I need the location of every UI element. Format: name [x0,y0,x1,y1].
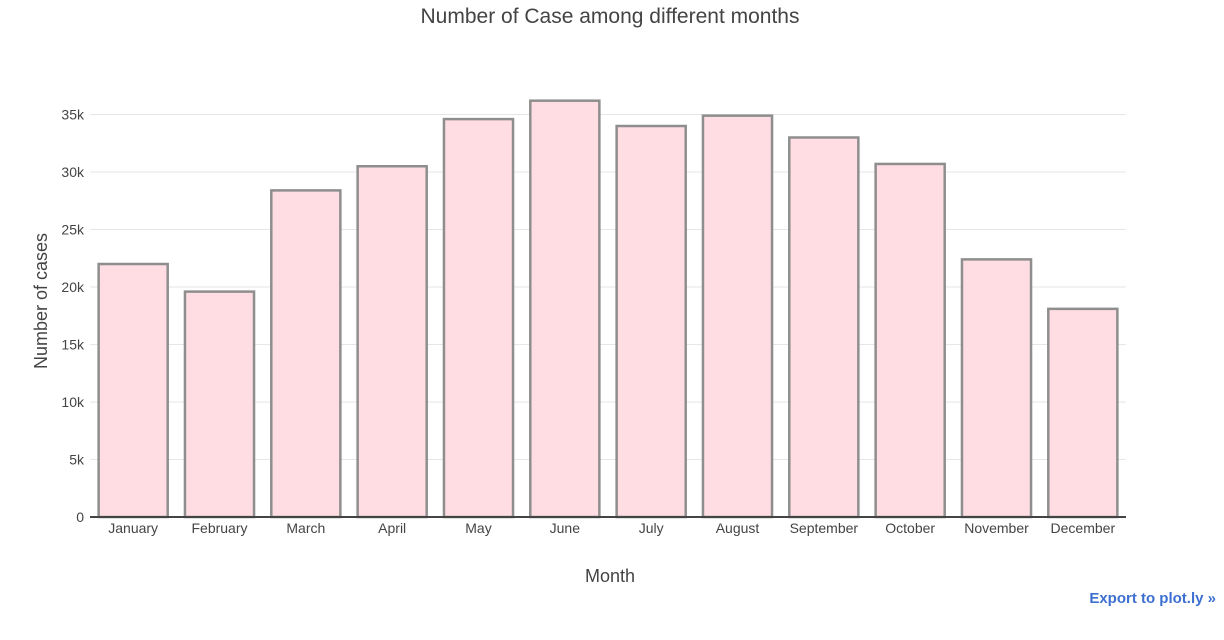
bar-august[interactable] [701,114,774,519]
x-tick-label: August [716,520,760,536]
bar-june[interactable] [529,99,601,519]
x-tick-label: January [108,520,158,536]
bar-february[interactable] [183,290,256,519]
x-tick-label: June [550,520,581,536]
gridlines [90,114,1126,460]
y-tick-label: 10k [61,394,85,410]
x-tick-label: November [964,520,1029,536]
x-tick-labels: January February March April May June July Augu… [108,520,1115,536]
x-axis-title: Month [585,566,635,586]
y-tick-label: 25k [61,222,85,238]
y-tick-label: 15k [61,337,85,353]
bar-april[interactable] [356,165,428,519]
y-tick-label: 30k [61,164,85,180]
y-tick-label: 20k [61,279,85,295]
x-tick-label: April [378,520,406,536]
x-tick-label: September [790,520,859,536]
x-tick-label: May [465,520,491,536]
bar-october[interactable] [874,162,946,519]
y-tick-label: 5k [69,452,85,468]
bars [97,99,1119,519]
bar-november[interactable] [960,258,1033,519]
bar-december[interactable] [1047,307,1119,519]
x-tick-label: February [191,520,247,536]
export-to-plotly-link[interactable]: Export to plot.ly » [1089,590,1216,607]
bar-september[interactable] [788,136,860,519]
x-tick-label: July [639,520,664,536]
y-tick-labels: 0 5k 10k 15k 20k 25k 30k 35k [61,107,85,526]
x-tick-label: March [286,520,325,536]
x-tick-label: December [1051,520,1116,536]
bar-march[interactable] [270,189,342,519]
bar-july[interactable] [615,124,687,519]
y-tick-label: 35k [61,107,85,123]
y-axis-title: Number of cases [31,233,51,369]
y-tick-label: 0 [76,509,84,525]
chart-title: Number of Case among different months [421,5,800,28]
x-tick-label: October [885,520,935,536]
bar-may[interactable] [442,117,515,519]
bar-january[interactable] [97,262,169,519]
